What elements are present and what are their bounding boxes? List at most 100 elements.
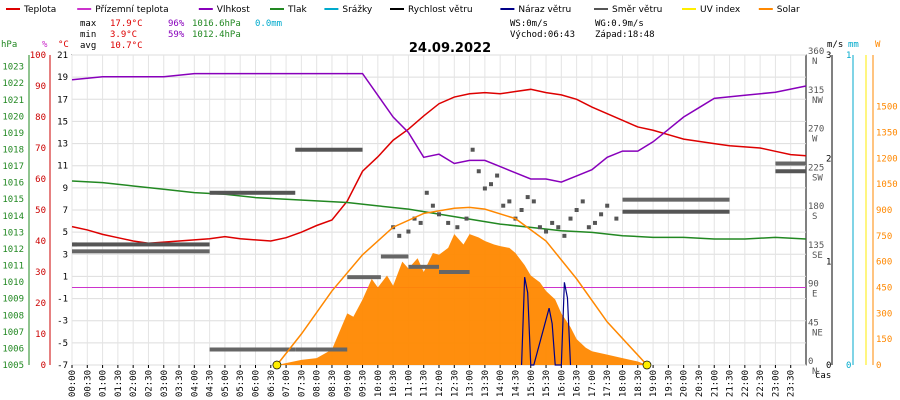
wind-direction-point bbox=[562, 233, 567, 238]
tick-temperature: 7 bbox=[63, 206, 68, 216]
x-tick-label: 09:00 bbox=[343, 370, 353, 397]
tick-humidity: 0 bbox=[41, 361, 46, 371]
tick-temperature: -7 bbox=[57, 361, 68, 371]
tick-humidity: 80 bbox=[35, 113, 46, 123]
x-tick-label: 05:30 bbox=[236, 370, 246, 397]
x-tick-label: 17:30 bbox=[603, 370, 613, 397]
x-tick-label: 08:00 bbox=[313, 370, 323, 397]
stat-max_label: max bbox=[80, 19, 97, 29]
x-tick-label: 03:30 bbox=[175, 370, 185, 397]
stat-sunset: Západ:18:48 bbox=[595, 30, 655, 40]
wind-direction-point bbox=[446, 220, 451, 225]
x-tick-label: 04:00 bbox=[190, 370, 200, 397]
wind-direction-point bbox=[580, 199, 585, 204]
axis-unit-pressure: hPa bbox=[1, 40, 17, 50]
tick-solar: 450 bbox=[876, 284, 892, 294]
stat-avg_temp: 10.7°C bbox=[110, 41, 143, 51]
wind-direction-point bbox=[592, 220, 597, 225]
x-tick-label: 04:30 bbox=[206, 370, 216, 397]
tick-pressure: 1015 bbox=[2, 195, 24, 205]
tick-humidity: 30 bbox=[35, 268, 46, 278]
axis-unit-solar: W bbox=[875, 40, 881, 50]
x-tick-label: 15:30 bbox=[542, 370, 552, 397]
tick-pressure: 1022 bbox=[2, 79, 24, 89]
wind-direction-point bbox=[531, 199, 536, 204]
wind-direction-point bbox=[495, 173, 500, 178]
axis-unit-temperature: °C bbox=[58, 40, 69, 50]
wind-direction-point bbox=[586, 225, 591, 230]
tick-temperature: -1 bbox=[57, 295, 68, 305]
x-tick-label: 11:30 bbox=[420, 370, 430, 397]
tick-temperature: 3 bbox=[63, 250, 68, 260]
tick-direction: 225 bbox=[808, 163, 824, 173]
x-tick-label: 05:00 bbox=[221, 370, 231, 397]
x-tick-label: 00:00 bbox=[68, 370, 78, 397]
tick-direction-label: SE bbox=[812, 251, 823, 261]
wind-direction-segment bbox=[209, 190, 296, 195]
uv-marker bbox=[272, 360, 282, 370]
axis-unit-rain: mm bbox=[848, 40, 859, 50]
tick-direction: 135 bbox=[808, 241, 824, 251]
x-tick-label: 12:00 bbox=[435, 370, 445, 397]
wind-direction-point bbox=[605, 203, 610, 208]
tick-solar: 1350 bbox=[876, 129, 898, 139]
wind-direction-segment bbox=[775, 169, 806, 174]
tick-direction-label: SW bbox=[812, 173, 823, 183]
x-tick-label: 19:30 bbox=[664, 370, 674, 397]
stat-max_hum: 96% bbox=[168, 19, 185, 29]
tick-solar: 1050 bbox=[876, 180, 898, 190]
tick-pressure: 1006 bbox=[2, 344, 24, 354]
tick-temperature: 5 bbox=[63, 228, 68, 238]
x-tick-label: 08:30 bbox=[328, 370, 338, 397]
tick-direction-label: N bbox=[812, 57, 817, 67]
x-tick-label: 00:30 bbox=[83, 370, 93, 397]
x-tick-label: 23:30 bbox=[787, 370, 797, 397]
wind-direction-point bbox=[550, 220, 555, 225]
x-tick-label: 12:30 bbox=[450, 370, 460, 397]
tick-temperature: 1 bbox=[63, 272, 68, 282]
x-tick-label: 02:30 bbox=[144, 370, 154, 397]
chart-title: 24.09.2022 bbox=[409, 41, 491, 56]
tick-direction-label: NE bbox=[812, 328, 823, 338]
wind-direction-point bbox=[418, 220, 423, 225]
tick-temperature: 11 bbox=[57, 162, 68, 172]
tick-direction: 315 bbox=[808, 86, 824, 96]
legend-label: Teplota bbox=[23, 5, 56, 15]
x-tick-label: 20:00 bbox=[680, 370, 690, 397]
wind-direction-point bbox=[574, 208, 579, 212]
tick-direction: 90 bbox=[808, 280, 819, 290]
wind-speed-segment bbox=[209, 347, 296, 352]
legend-label: Solar bbox=[777, 5, 800, 15]
tick-pressure: 1023 bbox=[2, 63, 24, 73]
wind-direction-point bbox=[525, 195, 530, 200]
x-tick-label: 11:00 bbox=[404, 370, 414, 397]
wind-direction-point bbox=[430, 203, 435, 208]
x-tick-label: 19:00 bbox=[649, 370, 659, 397]
tick-direction-label: S bbox=[812, 212, 817, 222]
tick-solar: 150 bbox=[876, 335, 892, 345]
tick-temperature: -3 bbox=[57, 317, 68, 327]
stat-wg: WG:0.9m/s bbox=[595, 19, 644, 29]
stat-min_temp: 3.9°C bbox=[110, 30, 137, 40]
tick-rain: 1 bbox=[846, 51, 851, 61]
tick-humidity: 100 bbox=[30, 51, 46, 61]
x-tick-label: 01:30 bbox=[114, 370, 124, 397]
wind-direction-segment bbox=[72, 242, 210, 247]
tick-temperature: 17 bbox=[57, 95, 68, 105]
wind-direction-point bbox=[537, 225, 542, 230]
wind-speed-segment bbox=[622, 197, 730, 202]
x-tick-label: 10:00 bbox=[374, 370, 384, 397]
stat-min_label: min bbox=[80, 30, 96, 40]
tick-solar: 750 bbox=[876, 232, 892, 242]
tick-temperature: 13 bbox=[57, 140, 68, 150]
wind-direction-segment bbox=[622, 209, 730, 214]
tick-humidity: 40 bbox=[35, 237, 46, 247]
tick-rain: 0 bbox=[846, 361, 851, 371]
tick-temperature: 19 bbox=[57, 73, 68, 83]
tick-wind: 3 bbox=[826, 51, 831, 61]
axis-unit-wind: m/s bbox=[827, 40, 843, 50]
x-tick-label: 14:00 bbox=[496, 370, 506, 397]
x-tick-label: 18:30 bbox=[634, 370, 644, 397]
tick-pressure: 1013 bbox=[2, 228, 24, 238]
wind-direction-point bbox=[397, 233, 402, 238]
